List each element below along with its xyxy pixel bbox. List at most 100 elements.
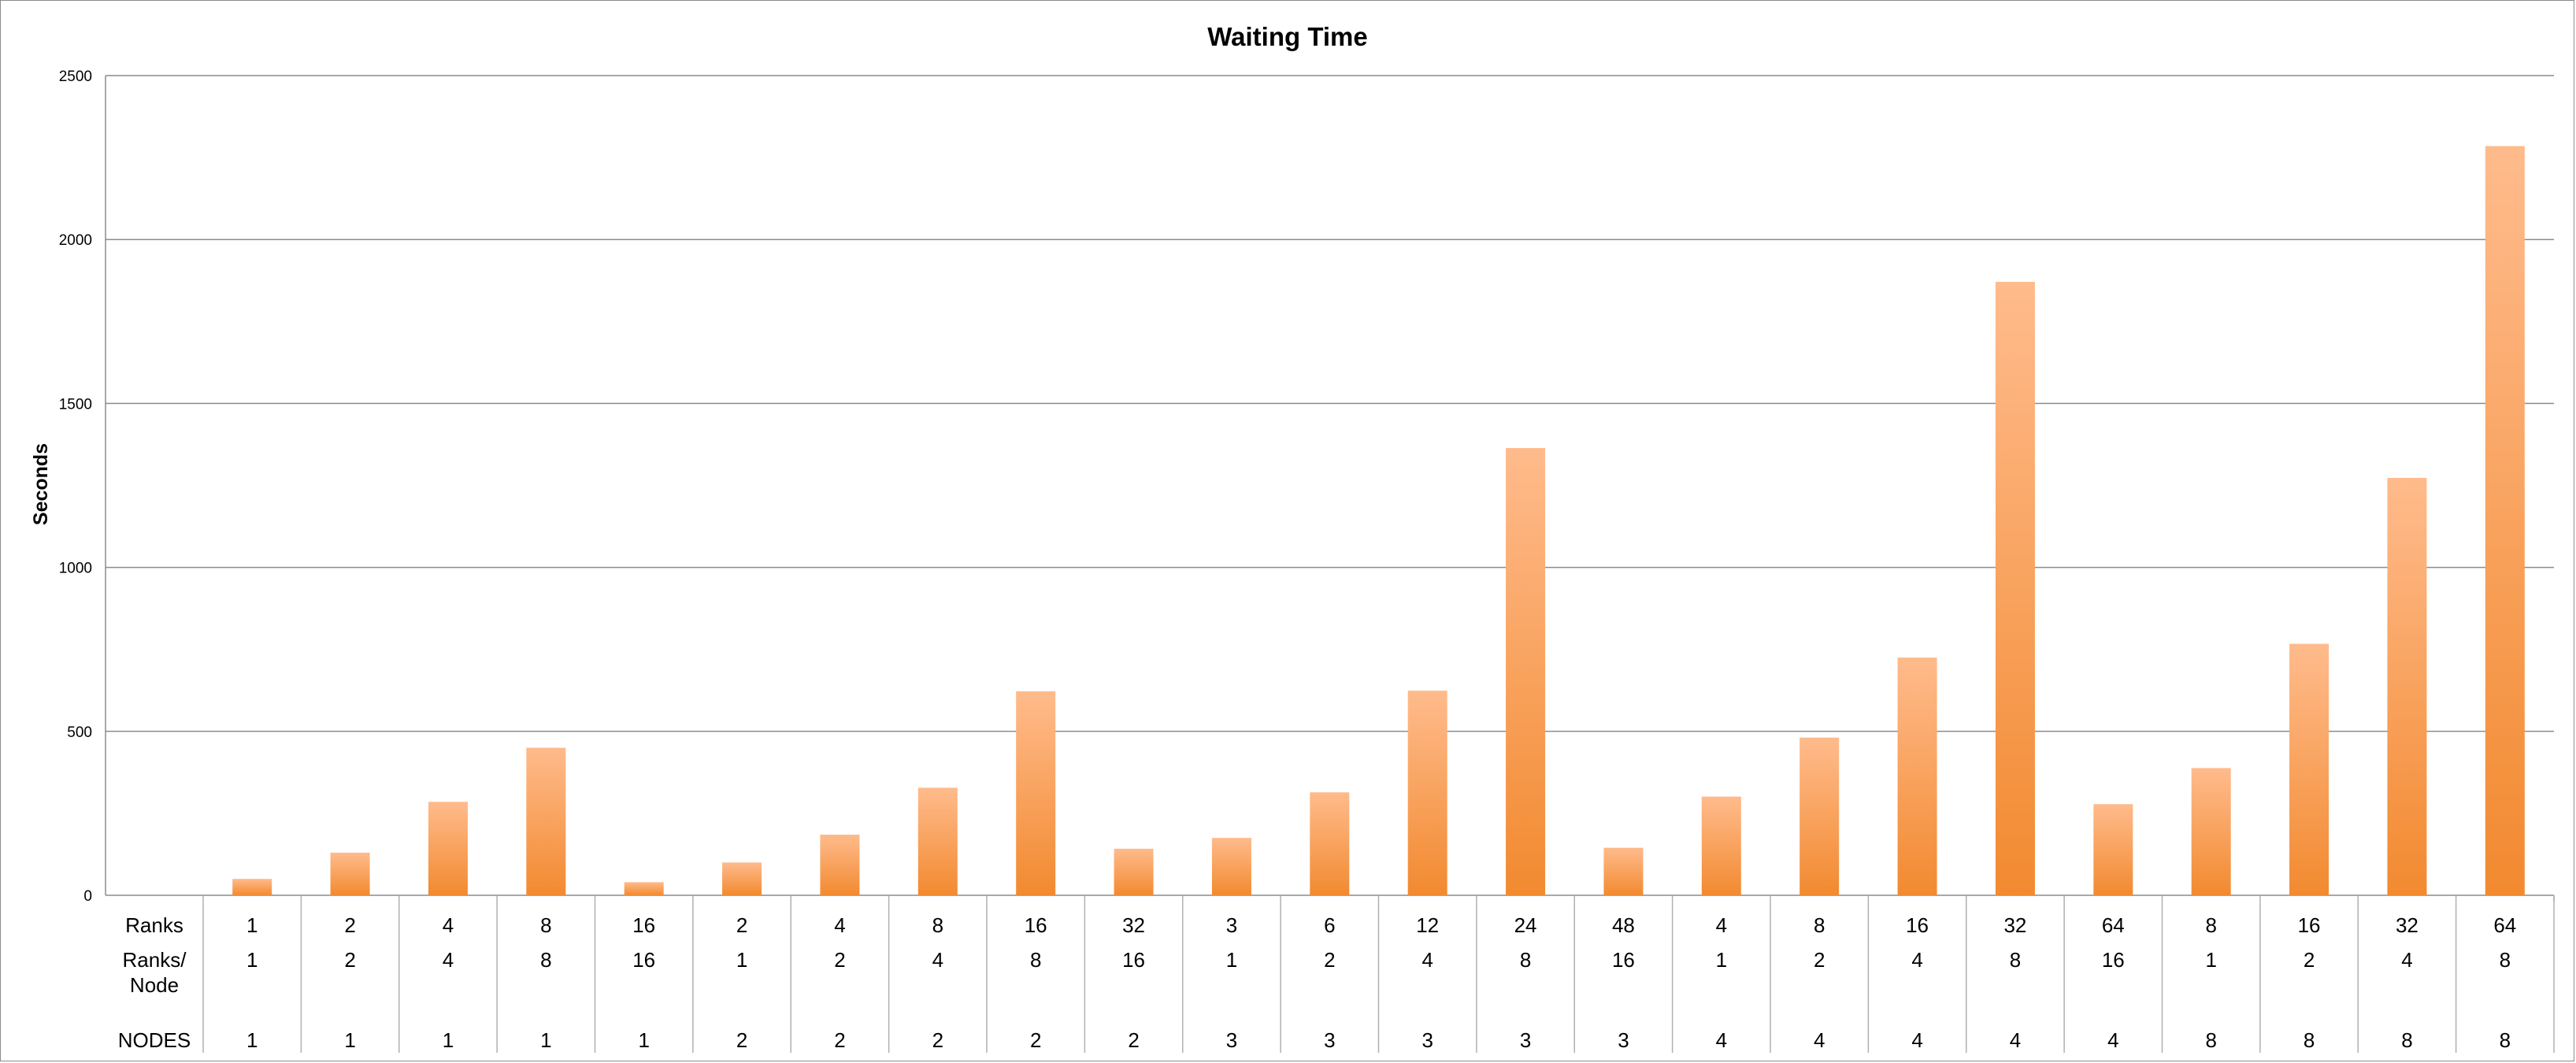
table-cell-ranks_per_node: 16: [1122, 948, 1145, 972]
table-cell-ranks_per_node: 4: [443, 948, 454, 972]
bar: [2093, 804, 2133, 895]
table-cell-ranks_per_node: 4: [2401, 948, 2412, 972]
bar: [624, 882, 664, 895]
table-cell-ranks: 48: [1612, 913, 1635, 937]
table-cell-ranks_per_node: 4: [1421, 948, 1433, 972]
table-cell-nodes: 1: [443, 1028, 454, 1052]
table-cell-ranks_per_node: 2: [2304, 948, 2315, 972]
bar: [1016, 691, 1056, 895]
table-cell-ranks_per_node: 1: [736, 948, 747, 972]
bar: [1897, 657, 1937, 895]
y-tick-label: 1500: [59, 396, 92, 413]
bar: [428, 802, 468, 895]
table-cell-nodes: 4: [2010, 1028, 2021, 1052]
table-cell-nodes: 8: [2205, 1028, 2216, 1052]
table-cell-nodes: 1: [344, 1028, 355, 1052]
table-cell-nodes: 3: [1226, 1028, 1237, 1052]
table-cell-ranks_per_node: 16: [2102, 948, 2125, 972]
table-cell-nodes: 4: [1911, 1028, 1922, 1052]
y-tick-labels: 0 500 1000 1500 2000 2500: [59, 69, 92, 905]
table-cell-ranks: 16: [632, 913, 655, 937]
table-cell-ranks: 1: [246, 913, 258, 937]
bar: [1407, 691, 1447, 895]
table-cell-ranks_per_node: 2: [1324, 948, 1335, 972]
table-row-label: Node: [130, 973, 179, 997]
bar: [2289, 643, 2330, 895]
bar: [330, 852, 370, 895]
table-cell-ranks: 32: [2003, 913, 2026, 937]
table-cell-ranks: 3: [1226, 913, 1237, 937]
table-cell-ranks: 64: [2102, 913, 2125, 937]
table-cell-ranks: 6: [1324, 913, 1335, 937]
table-cell-ranks_per_node: 2: [1814, 948, 1825, 972]
table-cell-ranks_per_node: 2: [834, 948, 845, 972]
y-tick-label: 2000: [59, 232, 92, 249]
bars: [232, 146, 2525, 895]
table-cell-nodes: 2: [834, 1028, 845, 1052]
table-cell-ranks_per_node: 16: [1612, 948, 1635, 972]
table-cell-nodes: 8: [2500, 1028, 2511, 1052]
bar: [820, 834, 860, 895]
table-cell-nodes: 8: [2304, 1028, 2315, 1052]
table-cell-nodes: 1: [638, 1028, 649, 1052]
table-cell-ranks_per_node: 4: [932, 948, 943, 972]
table-cell-ranks: 2: [736, 913, 747, 937]
bar: [722, 862, 762, 895]
table-cell-ranks: 4: [834, 913, 845, 937]
table-cell-ranks: 16: [2298, 913, 2321, 937]
table-cell-ranks: 16: [1025, 913, 1047, 937]
table-cell-ranks: 4: [1716, 913, 1727, 937]
table-cell-nodes: 4: [1716, 1028, 1727, 1052]
y-tick-label: 0: [83, 888, 92, 905]
bar: [1799, 737, 1840, 895]
table-cell-ranks: 8: [2205, 913, 2216, 937]
bar: [2387, 477, 2427, 895]
table-cell-nodes: 4: [2107, 1028, 2118, 1052]
table-cell-nodes: 2: [1128, 1028, 1139, 1052]
table-cell-ranks_per_node: 1: [1226, 948, 1237, 972]
table-cell-nodes: 2: [1030, 1028, 1041, 1052]
bar: [1114, 848, 1154, 895]
y-tick-label: 500: [67, 724, 92, 741]
table-cell-ranks: 2: [344, 913, 355, 937]
table-cell-ranks_per_node: 1: [2205, 948, 2216, 972]
bar: [2191, 768, 2231, 895]
table-cell-nodes: 2: [932, 1028, 943, 1052]
bar: [1603, 847, 1644, 895]
bar: [1211, 838, 1251, 895]
table-cell-nodes: 3: [1618, 1028, 1629, 1052]
table-cell-ranks: 12: [1416, 913, 1439, 937]
bar: [1506, 448, 1546, 895]
table-cell-ranks: 32: [2396, 913, 2418, 937]
table-cell-ranks_per_node: 2: [344, 948, 355, 972]
table-cell-ranks: 8: [932, 913, 943, 937]
table-cell-ranks: 64: [2493, 913, 2516, 937]
bar: [232, 879, 272, 895]
table-cell-ranks: 8: [1814, 913, 1825, 937]
y-tick-label: 1000: [59, 561, 92, 577]
table-cell-ranks_per_node: 1: [246, 948, 258, 972]
table-cell-ranks_per_node: 8: [1030, 948, 1041, 972]
bar: [1701, 796, 1741, 895]
table-cell-ranks_per_node: 8: [540, 948, 551, 972]
y-axis-label: Seconds: [30, 443, 52, 525]
bar: [1310, 792, 1350, 895]
table-cell-ranks_per_node: 4: [1911, 948, 1922, 972]
table-cell-ranks: 32: [1122, 913, 1145, 937]
table-cell-ranks_per_node: 8: [1520, 948, 1531, 972]
bar: [2485, 146, 2525, 895]
table-row-label: Ranks/: [123, 948, 187, 972]
bar: [1995, 281, 2035, 895]
table-cell-ranks_per_node: 8: [2500, 948, 2511, 972]
bar: [526, 747, 566, 895]
table-cell-nodes: 3: [1520, 1028, 1531, 1052]
table-cell-nodes: 2: [736, 1028, 747, 1052]
chart-title: Waiting Time: [1207, 22, 1368, 51]
gridlines: [105, 75, 2555, 902]
table-row-label: NODES: [118, 1028, 191, 1052]
table-cell-nodes: 3: [1324, 1028, 1335, 1052]
table-cell-ranks: 8: [540, 913, 551, 937]
table-cell-ranks_per_node: 1: [1716, 948, 1727, 972]
